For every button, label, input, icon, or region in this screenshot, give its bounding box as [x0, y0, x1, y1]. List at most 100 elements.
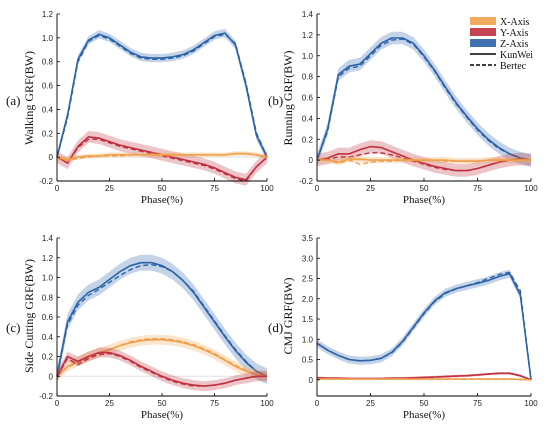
series-x-axis: [317, 378, 532, 381]
y-axis-label: Side Cutting GRF(BW): [22, 259, 36, 373]
y-tick-label: 0.2: [42, 353, 54, 362]
x-axis-label: Phase(%): [141, 194, 183, 206]
series-z-axis: [56, 254, 268, 385]
legend-label: X-Axis: [500, 17, 530, 28]
y-tick-label: 1.0: [302, 52, 314, 61]
y-tick-label: 0.5: [302, 356, 314, 365]
x-tick-label: 100: [260, 399, 274, 408]
kunwei-line: [56, 261, 268, 378]
x-tick-label: 100: [524, 399, 538, 408]
chart-panel-4: 0 25 50 75 100 0 0.5 1.0 1.5 2.0 2.5 3.0 3.5 Phase(%)…: [268, 234, 538, 421]
x-tick-label: 25: [366, 399, 375, 408]
y-tick-label: 1.2: [302, 31, 314, 40]
bertec-line: [317, 159, 531, 166]
series-z-axis: [56, 28, 268, 162]
panel-label: (a): [6, 93, 20, 108]
bertec-line: [316, 271, 532, 380]
series-z-axis: [316, 269, 532, 384]
panel-label: (d): [268, 320, 283, 335]
legend-item-bertec: Bertec: [470, 61, 527, 72]
x-tick-label: 0: [315, 399, 320, 408]
x-tick-label: 25: [105, 184, 114, 193]
y-tick-label: 1.4: [42, 234, 54, 243]
y-tick-label: 1.0: [42, 34, 54, 43]
panel-label: (b): [268, 93, 283, 108]
y-tick-label: 0: [49, 153, 54, 162]
y-tick-label: 0.6: [42, 82, 54, 91]
bertec-line: [56, 264, 268, 377]
x-tick-label: 75: [210, 399, 219, 408]
legend-swatch: [470, 39, 496, 47]
x-tick-label: 100: [260, 184, 274, 193]
y-tick-label: 0.8: [42, 293, 54, 302]
x-tick-label: 75: [473, 184, 482, 193]
y-tick-label: 0.4: [42, 105, 54, 114]
y-tick-label: 0.6: [42, 313, 54, 322]
sd-band: [57, 254, 267, 385]
sd-band: [57, 130, 267, 186]
y-tick-label: 1.5: [302, 315, 314, 324]
sd-band: [57, 151, 267, 162]
y-tick-label: -0.2: [299, 177, 313, 186]
y-tick-label: 0.8: [42, 58, 54, 67]
sd-band: [57, 28, 267, 162]
y-tick-label: 0.4: [42, 333, 54, 342]
x-tick-label: 50: [420, 184, 429, 193]
bertec-line: [56, 338, 268, 377]
x-tick-label: 25: [366, 184, 375, 193]
bertec-line: [56, 352, 267, 387]
bertec-line: [56, 33, 268, 158]
bertec-line: [317, 378, 532, 381]
y-tick-label: 1.2: [42, 10, 54, 19]
series-x-axis: [317, 155, 531, 166]
legend-label: Bertec: [500, 61, 527, 72]
legend-swatch: [470, 28, 496, 36]
sd-band: [317, 31, 531, 167]
x-tick-label: 50: [420, 399, 429, 408]
x-tick-label: 75: [210, 184, 219, 193]
x-axis-label: Phase(%): [403, 409, 445, 421]
series-z-axis: [316, 31, 532, 167]
panel-label: (c): [6, 320, 20, 335]
panels: 0 25 50 75 100-0.200.20.40.60.81.01.2Phase(%…: [6, 10, 538, 421]
y-axis-label: Running GRF(BW): [281, 50, 295, 145]
y-tick-label: -0.2: [39, 392, 53, 401]
sd-band: [57, 347, 267, 392]
bertec-line: [316, 152, 532, 172]
x-axis-label: Phase(%): [403, 194, 445, 206]
legend-label: Z-Axis: [500, 39, 528, 50]
chart-panel-2: 0 25 50 75 100-0.200.20.40.60.81.01.21.4Phas…: [268, 10, 538, 206]
legend-label: Y-Axis: [500, 28, 528, 39]
y-tick-label: 0.8: [302, 73, 314, 82]
y-tick-label: 1.4: [302, 10, 314, 19]
kunwei-line: [316, 37, 532, 161]
chart-panel-3: 0 25 50 75 100-0.200.20.40.60.81.01.21.4Phas…: [6, 234, 274, 421]
y-tick-label: 1.0: [42, 274, 54, 283]
sd-band: [317, 269, 531, 384]
y-tick-label: 2.5: [302, 275, 314, 284]
series-y-axis: [56, 347, 267, 392]
y-tick-label: -0.2: [39, 177, 53, 186]
x-tick-label: 0: [55, 399, 60, 408]
bertec-line: [56, 138, 268, 182]
y-tick-label: 0.4: [302, 114, 314, 123]
chart-panel-1: 0 25 50 75 100-0.200.20.40.60.81.01.2Phase(%…: [6, 10, 274, 206]
y-tick-label: 2.0: [302, 295, 314, 304]
series-y-axis: [56, 130, 268, 186]
x-tick-label: 100: [524, 184, 538, 193]
x-axis-label: Phase(%): [141, 409, 183, 421]
y-tick-label: 3.0: [302, 254, 314, 263]
y-tick-label: 1.2: [42, 254, 54, 263]
y-tick-label: 0.2: [42, 129, 54, 138]
series-x-axis: [56, 151, 268, 162]
legend-item-kunwei: KunWei: [470, 50, 533, 61]
x-tick-label: 0: [315, 184, 320, 193]
legend-item-y-axis: Y-Axis: [470, 28, 528, 39]
bertec-line: [56, 152, 268, 162]
legend-swatch: [470, 17, 496, 25]
y-tick-label: 0: [49, 372, 54, 381]
x-tick-label: 25: [105, 399, 114, 408]
bertec-line: [316, 38, 532, 161]
